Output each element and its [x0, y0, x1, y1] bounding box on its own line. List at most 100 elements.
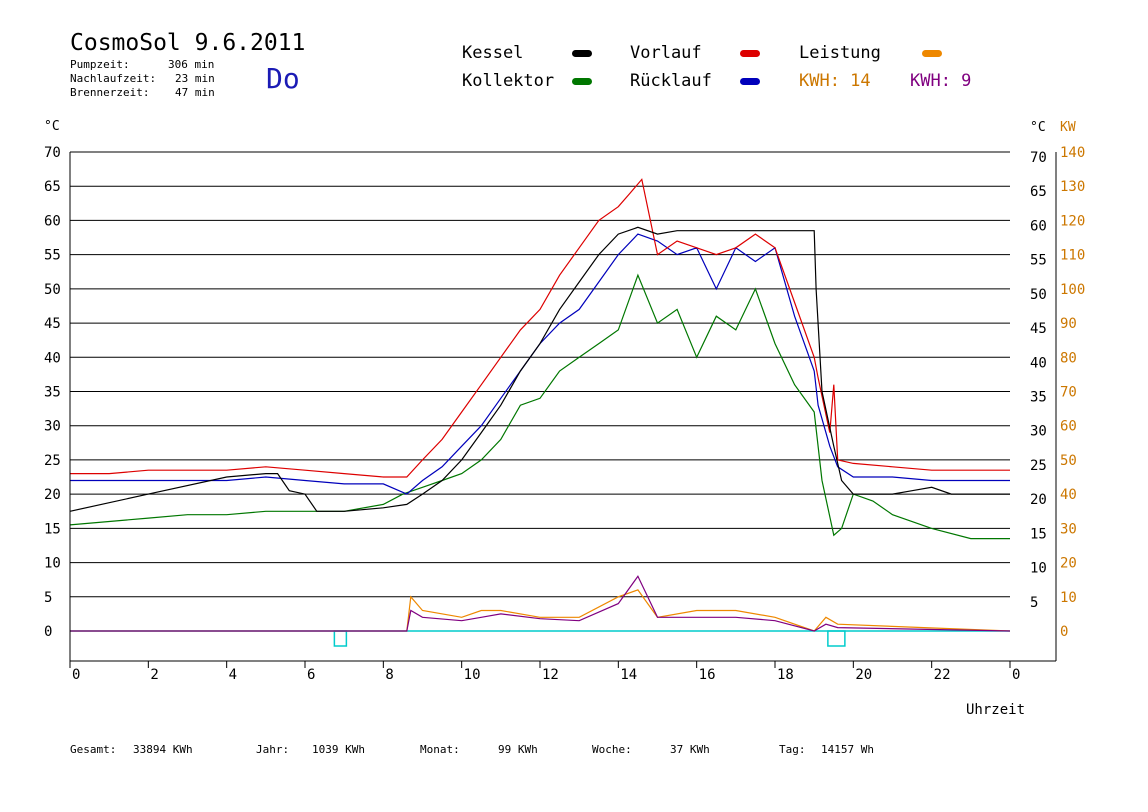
- legend-kessel-swatch: [572, 50, 592, 57]
- x-tick-label: 0: [72, 667, 80, 683]
- series-line-ruecklauf: [70, 233, 1010, 495]
- y-right-tick-label: 45: [1030, 321, 1047, 337]
- kw-tick-label: 20: [1060, 556, 1077, 572]
- y-right-tick-label: 35: [1030, 390, 1047, 406]
- series-line-kollektor: [69, 273, 1010, 540]
- chart-axes: 0510152025303540455055606570510152025303…: [44, 119, 1085, 718]
- x-tick-label: 12: [542, 667, 559, 683]
- y-right-tick-label: 15: [1030, 526, 1047, 542]
- x-tick-label: 6: [307, 667, 315, 683]
- x-tick-label: 22: [934, 667, 951, 683]
- footer-gesamt-label: Gesamt:: [70, 743, 117, 756]
- x-tick-label: 10: [464, 667, 481, 683]
- chart-series: [69, 178, 1011, 647]
- y-unit-left: °C: [44, 119, 60, 134]
- legend-kwh-solar: KWH: 9: [910, 71, 972, 91]
- pump-value: 306 min: [168, 58, 215, 71]
- y-right-tick-label: 20: [1030, 492, 1047, 508]
- kw-unit: KW: [1060, 120, 1076, 135]
- kw-tick-label: 140: [1060, 145, 1085, 161]
- y-tick-label: 0: [44, 624, 52, 640]
- footer-jahr-label: Jahr:: [256, 743, 290, 756]
- legend-kollektor-swatch: [572, 78, 592, 85]
- y-tick-label: 60: [44, 213, 61, 229]
- legend-kessel: Kessel: [462, 43, 524, 63]
- y-right-tick-label: 5: [1030, 595, 1038, 611]
- kw-tick-label: 40: [1060, 487, 1077, 503]
- x-tick-label: 16: [699, 667, 716, 683]
- pump-marker: [827, 630, 846, 647]
- series-line-leistung: [70, 589, 1011, 632]
- pump-label: Pumpzeit:: [70, 58, 130, 71]
- y-tick-label: 70: [44, 145, 61, 161]
- kw-tick-label: 120: [1060, 213, 1085, 229]
- y-tick-label: 65: [44, 179, 61, 195]
- legend-kollektor: Kollektor: [462, 71, 555, 91]
- x-axis-title: Uhrzeit: [966, 702, 1025, 718]
- footer-jahr-value: 1039 KWh: [312, 743, 365, 756]
- y-right-tick-label: 25: [1030, 458, 1047, 474]
- chart-grid: [70, 151, 1010, 632]
- y-right-tick-label: 40: [1030, 355, 1047, 371]
- y-tick-label: 55: [44, 248, 61, 264]
- kw-tick-label: 50: [1060, 453, 1077, 469]
- x-tick-label: 8: [385, 667, 393, 683]
- y-right-tick-label: 60: [1030, 218, 1047, 234]
- y-tick-label: 5: [44, 590, 52, 606]
- footer-monat-value: 99 KWh: [498, 743, 538, 756]
- y-right-tick-label: 70: [1030, 150, 1047, 166]
- nach-value: 23 min: [175, 72, 215, 85]
- series-line-kwh: [70, 575, 1011, 632]
- y-tick-label: 15: [44, 521, 61, 537]
- footer-tag-label: Tag:: [779, 743, 806, 756]
- chart-title: CosmoSol 9.6.2011: [70, 30, 306, 56]
- kw-tick-label: 0: [1060, 624, 1068, 640]
- kw-tick-label: 90: [1060, 316, 1077, 332]
- y-right-tick-label: 55: [1030, 253, 1047, 269]
- legend-kwh-total: KWH: 14: [799, 71, 871, 91]
- x-tick-label: 14: [620, 667, 637, 683]
- y-unit-right: °C: [1030, 120, 1046, 135]
- x-tick-label: 0: [1012, 667, 1020, 683]
- legend-ruecklauf-swatch: [740, 78, 760, 85]
- kw-tick-label: 70: [1060, 385, 1077, 401]
- y-tick-label: 20: [44, 487, 61, 503]
- kw-tick-label: 130: [1060, 179, 1085, 195]
- y-right-tick-label: 30: [1030, 424, 1047, 440]
- y-tick-label: 35: [44, 385, 61, 401]
- weekday-label: Do: [266, 62, 300, 95]
- y-tick-label: 30: [44, 419, 61, 435]
- legend-leistung-swatch: [922, 50, 942, 57]
- y-right-tick-label: 10: [1030, 561, 1047, 577]
- x-tick-label: 18: [777, 667, 794, 683]
- footer-tag-value: 14157 Wh: [821, 743, 874, 756]
- brenner-value: 47 min: [175, 86, 215, 99]
- kw-tick-label: 10: [1060, 590, 1077, 606]
- kw-tick-label: 30: [1060, 521, 1077, 537]
- y-tick-label: 45: [44, 316, 61, 332]
- x-tick-label: 4: [229, 667, 237, 683]
- series-line-vorlauf: [70, 178, 1010, 478]
- y-tick-label: 50: [44, 282, 61, 298]
- series-line-kessel: [69, 226, 1010, 512]
- y-tick-label: 25: [44, 453, 61, 469]
- footer-woche-label: Woche:: [592, 743, 632, 756]
- y-right-tick-label: 50: [1030, 287, 1047, 303]
- kw-tick-label: 110: [1060, 248, 1085, 264]
- footer-monat-label: Monat:: [420, 743, 460, 756]
- legend-ruecklauf: Rücklauf: [630, 71, 712, 91]
- x-tick-label: 20: [855, 667, 872, 683]
- footer-gesamt-value: 33894 KWh: [133, 743, 193, 756]
- legend-vorlauf: Vorlauf: [630, 43, 702, 63]
- kw-tick-label: 60: [1060, 419, 1077, 435]
- y-tick-label: 40: [44, 350, 61, 366]
- y-right-tick-label: 65: [1030, 184, 1047, 200]
- brenner-label: Brennerzeit:: [70, 86, 150, 99]
- legend-vorlauf-swatch: [740, 50, 760, 57]
- footer-woche-value: 37 KWh: [670, 743, 710, 756]
- legend-leistung: Leistung: [799, 43, 881, 63]
- kw-tick-label: 80: [1060, 350, 1077, 366]
- y-tick-label: 10: [44, 556, 61, 572]
- nach-label: Nachlaufzeit:: [70, 72, 157, 85]
